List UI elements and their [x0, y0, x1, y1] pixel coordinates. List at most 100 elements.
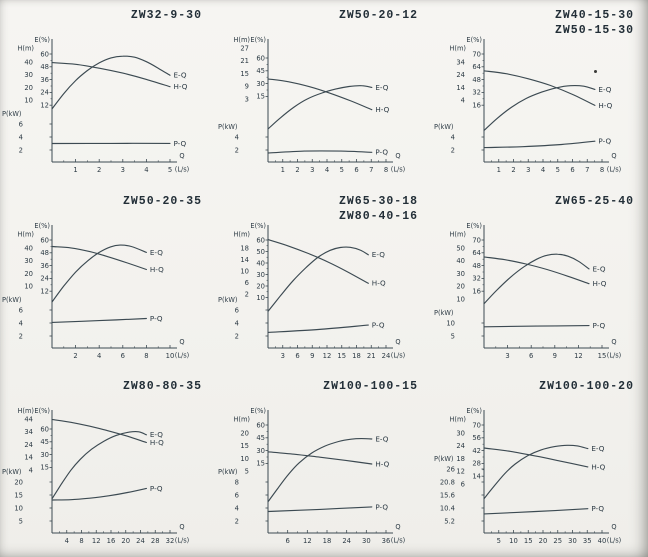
h-axis-tick: 40 [24, 244, 33, 252]
chart-title-line: ZW50-20-35 [122, 194, 202, 208]
h-axis-tick: 30 [24, 71, 33, 79]
pump-chart-cell: ZW65-25-40 70 64 48 32 16 50 40 30 20 10 10 5 E(%) H(m… [432, 186, 648, 372]
x-axis-tick: 3 [505, 352, 509, 360]
x-axis-tick: 20 [539, 537, 548, 545]
h-axis-tick: 20 [24, 84, 33, 92]
x-axis-tick: 6 [529, 352, 533, 360]
curve-label-hq: H-Q [150, 438, 164, 447]
x-axis-tick: 3 [526, 166, 530, 174]
curve-eq [51, 244, 147, 303]
x-axis-tick: 30 [568, 537, 577, 545]
pump-chart-cell: ZW100-100-15 60 45 30 15 20 15 10 5 8 6 4 2 E(%) H(m) P… [216, 371, 432, 557]
p-axis-label: P(kW) [434, 123, 453, 131]
p-axis-tick: 6 [235, 492, 239, 500]
h-axis-tick: 10 [456, 295, 465, 303]
x-axis-tick: 1 [497, 166, 501, 174]
x-axis-tick: 15 [598, 352, 607, 360]
h-axis-label: H(m) [233, 416, 250, 424]
chart-title: ZW100-100-20 [539, 380, 634, 395]
p-axis-tick: 8 [235, 479, 239, 487]
x-axis-unit: (L/s) [175, 166, 189, 174]
e-axis-label: E(%) [34, 222, 50, 230]
curve-hq [51, 419, 147, 444]
chart-title: ZW80-80-35 [123, 380, 202, 395]
x-axis-tick: 1 [281, 166, 285, 174]
h-axis-tick: 10 [240, 455, 249, 463]
curve-eq [267, 85, 373, 130]
e-axis-tick: 70 [472, 50, 481, 58]
p-axis-label: P(kW) [434, 455, 453, 463]
e-axis-tick: 60 [40, 236, 49, 244]
x-axis-tick: 20 [121, 537, 130, 545]
x-axis-tick: 36 [382, 537, 391, 545]
print-artifact-dot [594, 70, 597, 73]
curve-eq [51, 431, 147, 500]
p-axis-tick: 4 [235, 505, 239, 513]
e-axis-tick: 45 [40, 438, 49, 446]
x-axis-tick: 6 [121, 352, 125, 360]
curve-label-eq: E-Q [150, 247, 163, 256]
h-axis-tick: 4 [461, 97, 465, 105]
x-axis-name: Q [179, 338, 184, 346]
curve-eq [267, 438, 373, 503]
pump-curve-plot: 60 45 30 15 44 34 24 14 4 20 15 10 5 E(%)H(m) P(kW) 4 8 1… [2, 407, 189, 545]
e-axis-tick: 15 [40, 464, 49, 472]
p-axis-tick: 26 [446, 466, 455, 474]
curve-hq [267, 451, 373, 465]
curve-label-pq: P-Q [598, 137, 611, 146]
e-axis-tick: 28 [472, 460, 481, 468]
chart-title-line: ZW65-25-40 [554, 194, 634, 208]
h-axis-tick: 18 [240, 244, 249, 252]
p-axis-tick: 2 [235, 146, 239, 154]
pump-chart-cell: ZW80-80-35 60 45 30 15 44 34 24 14 4 20 15 10 5 E(%) H(… [0, 371, 216, 557]
curve-hq [51, 245, 147, 270]
curve-label-eq: E-Q [598, 85, 611, 94]
p-axis-tick: 4 [19, 319, 23, 327]
x-axis-tick: 4 [144, 166, 148, 174]
h-axis-tick: 15 [240, 70, 249, 78]
p-axis-tick: 15.6 [440, 492, 455, 500]
e-axis-tick: 45 [256, 67, 265, 75]
x-axis-tick: 12 [323, 352, 332, 360]
p-axis-tick: 2 [451, 146, 455, 154]
h-axis-tick: 10 [24, 282, 33, 290]
p-axis-tick: 4 [235, 133, 239, 141]
p-axis-tick: 4 [19, 133, 23, 141]
e-axis-label: E(%) [250, 407, 266, 415]
x-axis-name: Q [395, 523, 400, 531]
p-axis-tick: 2 [235, 332, 239, 340]
e-axis-tick: 56 [472, 434, 481, 442]
x-axis-tick: 3 [121, 166, 125, 174]
x-axis-tick: 12 [92, 537, 101, 545]
h-axis-tick: 12 [456, 468, 465, 476]
chart-title-line: ZW40-15-30 [554, 9, 634, 22]
curve-label-hq: H-Q [174, 82, 188, 91]
x-axis-tick: 28 [151, 537, 160, 545]
p-axis-tick: 10 [446, 319, 455, 327]
chart-title-line: ZW50-20-12 [338, 9, 418, 22]
x-axis-unit: (L/s) [391, 166, 405, 174]
p-axis-tick: 10 [14, 505, 23, 513]
h-axis-tick: 24 [24, 441, 33, 449]
e-axis-tick: 48 [40, 63, 49, 71]
curve-pq [483, 508, 589, 515]
e-axis-tick: 16 [472, 102, 481, 110]
chart-title-line: ZW100-100-20 [539, 380, 634, 394]
curve-label-hq: H-Q [593, 279, 607, 288]
chart-title-line: ZW65-30-18 [338, 194, 418, 208]
h-axis-tick: 15 [240, 442, 249, 450]
pump-chart-cell: ZW40-15-30 ZW50-15-30 70 64 48 32 16 34 24 14 4 4 2 E… [432, 0, 648, 186]
x-axis-tick: 4 [325, 166, 329, 174]
curve-eq [51, 55, 171, 110]
x-axis-tick: 8 [600, 166, 604, 174]
pump-curve-plot: 60 45 30 15 20 15 10 58 6 4 2 E(%)H(m) P(kW) 6 12 18 24 3… [218, 407, 405, 545]
chart-title: ZW65-25-40 [555, 195, 634, 210]
pump-chart-cell: ZW50-20-12 60 45 30 15 27 21 15 9 3 4 2 E(%) H(m) P(kW… [216, 0, 432, 186]
e-axis-tick: 50 [256, 247, 265, 255]
e-axis-tick: 60 [256, 422, 265, 430]
